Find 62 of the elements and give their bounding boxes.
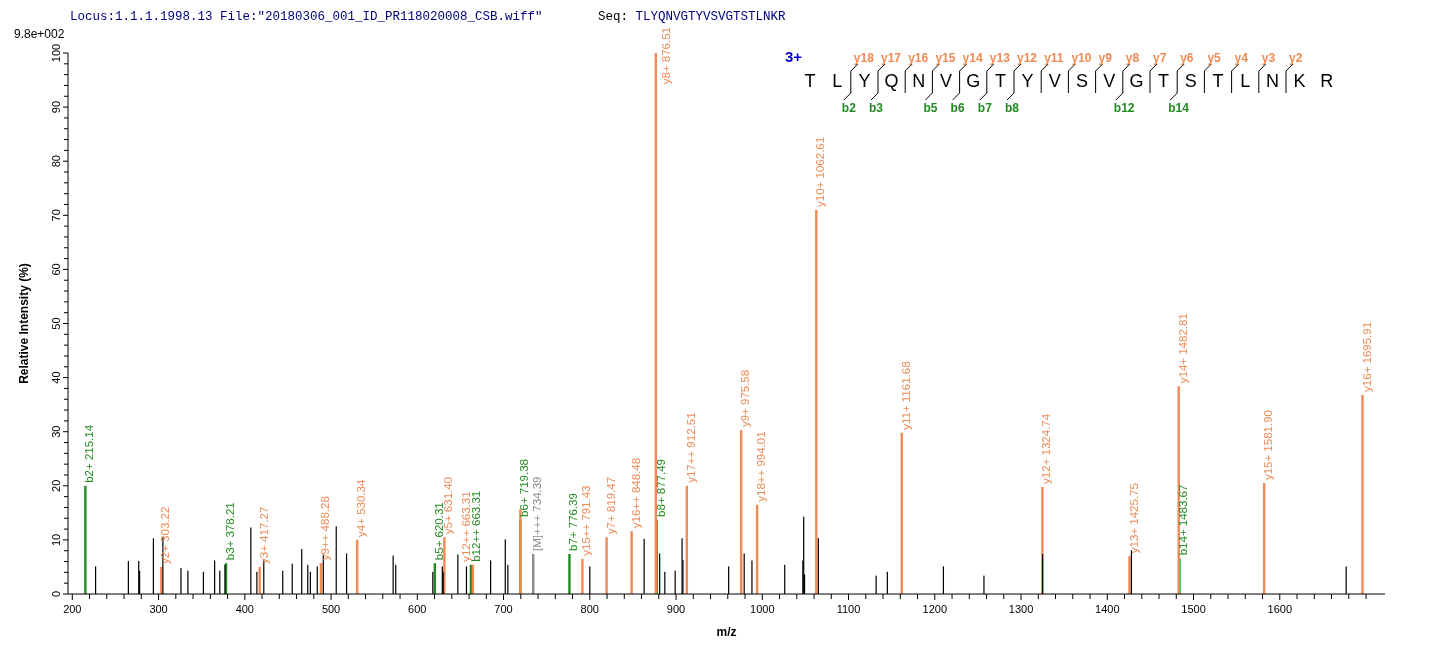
y-tick-label: 70	[50, 209, 62, 222]
data-label: y17++ 912.51	[684, 412, 697, 483]
text: y18 y17 y16 y15 y14 y13 y12 y11 y10 y9 y8 y7 y6 y5 y4 y3 y2	[853, 51, 1303, 65]
text: 9.8e+002	[14, 27, 65, 41]
data-label: y9++ 488.28	[318, 496, 331, 561]
data-label: b7+ 776.39	[567, 493, 580, 551]
data-label: y15++ 791.43	[580, 485, 593, 556]
y-tick-label: 50	[50, 317, 62, 330]
data-label: b3+ 378.21	[224, 502, 237, 561]
y-tick-label: 90	[50, 100, 62, 114]
y-tick-label: 0	[50, 590, 62, 598]
y-tick-label: 30	[50, 425, 62, 438]
x-tick-label: 1000	[750, 603, 775, 615]
y-tick-label: 20	[50, 479, 62, 492]
data-label: y15+ 1581.90	[1262, 410, 1275, 481]
data-label: y8+ 876.51	[659, 27, 672, 85]
data-label: b6+ 719.38	[518, 458, 531, 517]
data-label: b8+ 877.49	[654, 458, 667, 517]
x-tick-label: 1600	[1267, 603, 1293, 615]
data-label: y11+ 1161.68	[899, 361, 912, 430]
text: Locus:1.1.1.1998.13 File:"20180306_001_ID_PR118020008_CSB.wiff"	[70, 10, 543, 24]
x-tick-label: 1200	[922, 603, 948, 615]
x-tick-label: 400	[235, 603, 254, 615]
y-axis-title: Relative Intensity (%)	[17, 263, 31, 384]
data-label: b2+ 215.14	[83, 424, 96, 483]
x-tick-label: 300	[149, 603, 168, 615]
data-label: y12+ 1324.74	[1040, 413, 1053, 484]
y-tick-label: 60	[50, 263, 62, 276]
data-label: b14+ 1483.67	[1177, 484, 1190, 556]
x-tick-label: 200	[63, 603, 82, 615]
data-label: y7+ 819.47	[604, 476, 617, 535]
data-label: y16++ 848.48	[629, 457, 642, 529]
x-tick-label: 1100	[836, 603, 861, 615]
text: b2 b3 b5 b6 b7 b8 b12 b14	[841, 101, 1189, 115]
x-tick-label: 700	[494, 603, 513, 615]
data-label: b5+ 620.31	[432, 502, 445, 561]
x-tick-label: 1400	[1095, 603, 1120, 615]
x-tick-label: 1500	[1181, 603, 1206, 615]
data-label: y3+ 417.27	[257, 506, 270, 564]
x-tick-label: 500	[321, 603, 341, 615]
y-tick-label: 100	[50, 43, 62, 63]
x-tick-label: 1300	[1008, 603, 1034, 615]
y-tick-label: 10	[50, 533, 62, 547]
x-axis-title: m/z	[716, 625, 737, 639]
x-tick-label: 900	[666, 603, 686, 615]
text: T L Y Q N V G T Y V S V G T S T L N K R	[804, 71, 1334, 91]
y-tick-label: 40	[50, 371, 62, 384]
data-label: y14+ 1482.81	[1176, 313, 1189, 384]
data-label: y16+ 1695.91	[1360, 321, 1373, 392]
annotation: 3+	[785, 48, 803, 65]
annotation: [M]+++ 734.39	[531, 476, 544, 551]
data-label: y18++ 994.01	[755, 431, 768, 502]
data-label: y10+ 1062.61	[814, 136, 827, 207]
y-tick-label: 80	[50, 155, 62, 168]
x-tick-label: 600	[408, 603, 427, 615]
x-tick-label: 800	[580, 603, 599, 615]
data-label: y5+ 631.40	[442, 476, 455, 535]
text: Seq: TLYQNVGTYVSVGTSTLNKR	[598, 10, 787, 24]
data-label: y4+ 530.34	[355, 479, 368, 537]
data-label: y13+ 1425.75	[1127, 483, 1140, 554]
data-label: y2+ 303.22	[159, 506, 172, 564]
data-label: y9+ 975.58	[739, 369, 752, 428]
